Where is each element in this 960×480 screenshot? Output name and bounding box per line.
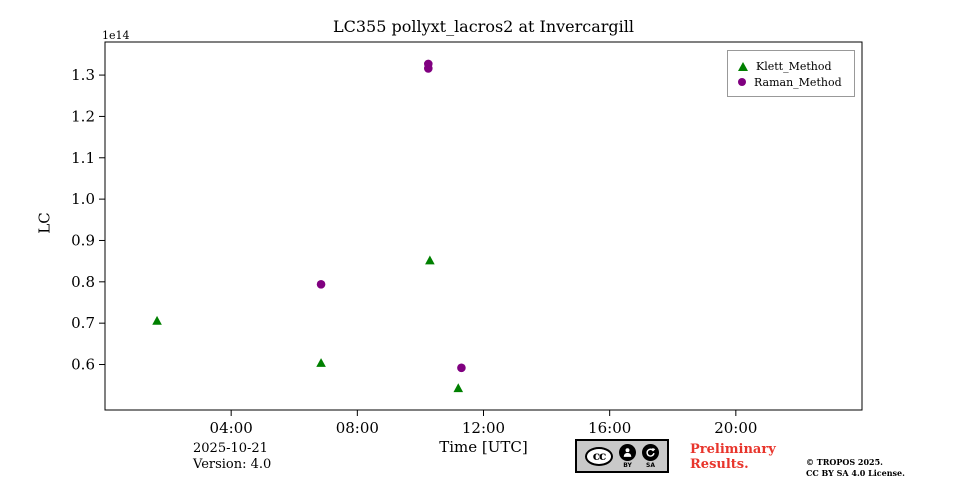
y-tick-label: 1.0	[71, 190, 95, 208]
chart-svg: 0.6 0.7 0.8 0.9 1.0 1.1 1.2 1.3 04:00 08:00 12:00 1…	[71, 41, 863, 436]
version-label: Version: 4.0	[193, 457, 272, 473]
x-tick-label: 12:00	[462, 419, 505, 436]
y-axis-offset-label: 1e14	[102, 29, 130, 42]
legend-entry-raman: Raman_Method	[736, 74, 846, 90]
preliminary-results-note: Preliminary Results.	[690, 442, 776, 472]
y-tick-label: 0.6	[71, 356, 95, 374]
data-point-Klett_Method	[152, 315, 162, 325]
cc-sa-stack: SA	[642, 443, 659, 469]
data-point-Klett_Method	[453, 383, 464, 393]
y-tick-label: 1.1	[71, 149, 95, 167]
legend-entry-klett: Klett_Method	[736, 58, 846, 74]
data-point-Raman_Method	[457, 363, 466, 373]
data-point-Klett_Method	[425, 255, 435, 265]
data-point-Klett_Method	[316, 358, 326, 367]
cc-license-badge: cc BY SA	[575, 439, 669, 473]
plot-frame	[104, 41, 863, 411]
chart-title: LC355 pollyxt_lacros2 at Invercargill	[332, 17, 635, 36]
legend-label-klett: Klett_Method	[756, 59, 832, 73]
x-axis-label: Time [UTC]	[439, 438, 528, 456]
data-point-Raman_Method	[424, 64, 433, 73]
x-tick-label: 08:00	[336, 419, 379, 436]
cc-logo-icon: cc	[585, 446, 613, 466]
x-tick-label: 04:00	[210, 419, 253, 436]
x-tick-label: 20:00	[714, 419, 757, 436]
legend-label-raman: Raman_Method	[754, 75, 842, 89]
y-tick-label: 1.3	[71, 66, 95, 84]
cc-by-label: BY	[623, 461, 632, 469]
y-tick-label: 0.9	[71, 231, 95, 249]
x-tick-label: 16:00	[588, 419, 631, 436]
y-tick-label: 1.2	[71, 107, 95, 125]
triangle-marker-icon	[738, 61, 748, 71]
cc-sa-label: SA	[646, 461, 655, 469]
y-tick-label: 0.7	[71, 314, 95, 332]
y-tick-label: 0.8	[71, 273, 95, 291]
cc-sa-arrow-icon	[642, 443, 659, 461]
copyright-note: © TROPOS 2025. CC BY SA 4.0 License.	[806, 457, 905, 479]
footer-meta: 2025-10-21 Version: 4.0	[193, 441, 271, 474]
data-point-Raman_Method	[316, 280, 326, 289]
cc-by-person-icon	[619, 443, 636, 461]
date-label: 2025-10-21	[193, 441, 268, 456]
circle-marker-icon	[738, 78, 746, 86]
chart-legend: Klett_Method Raman_Method	[727, 50, 855, 97]
cc-by-stack: BY	[619, 443, 636, 469]
